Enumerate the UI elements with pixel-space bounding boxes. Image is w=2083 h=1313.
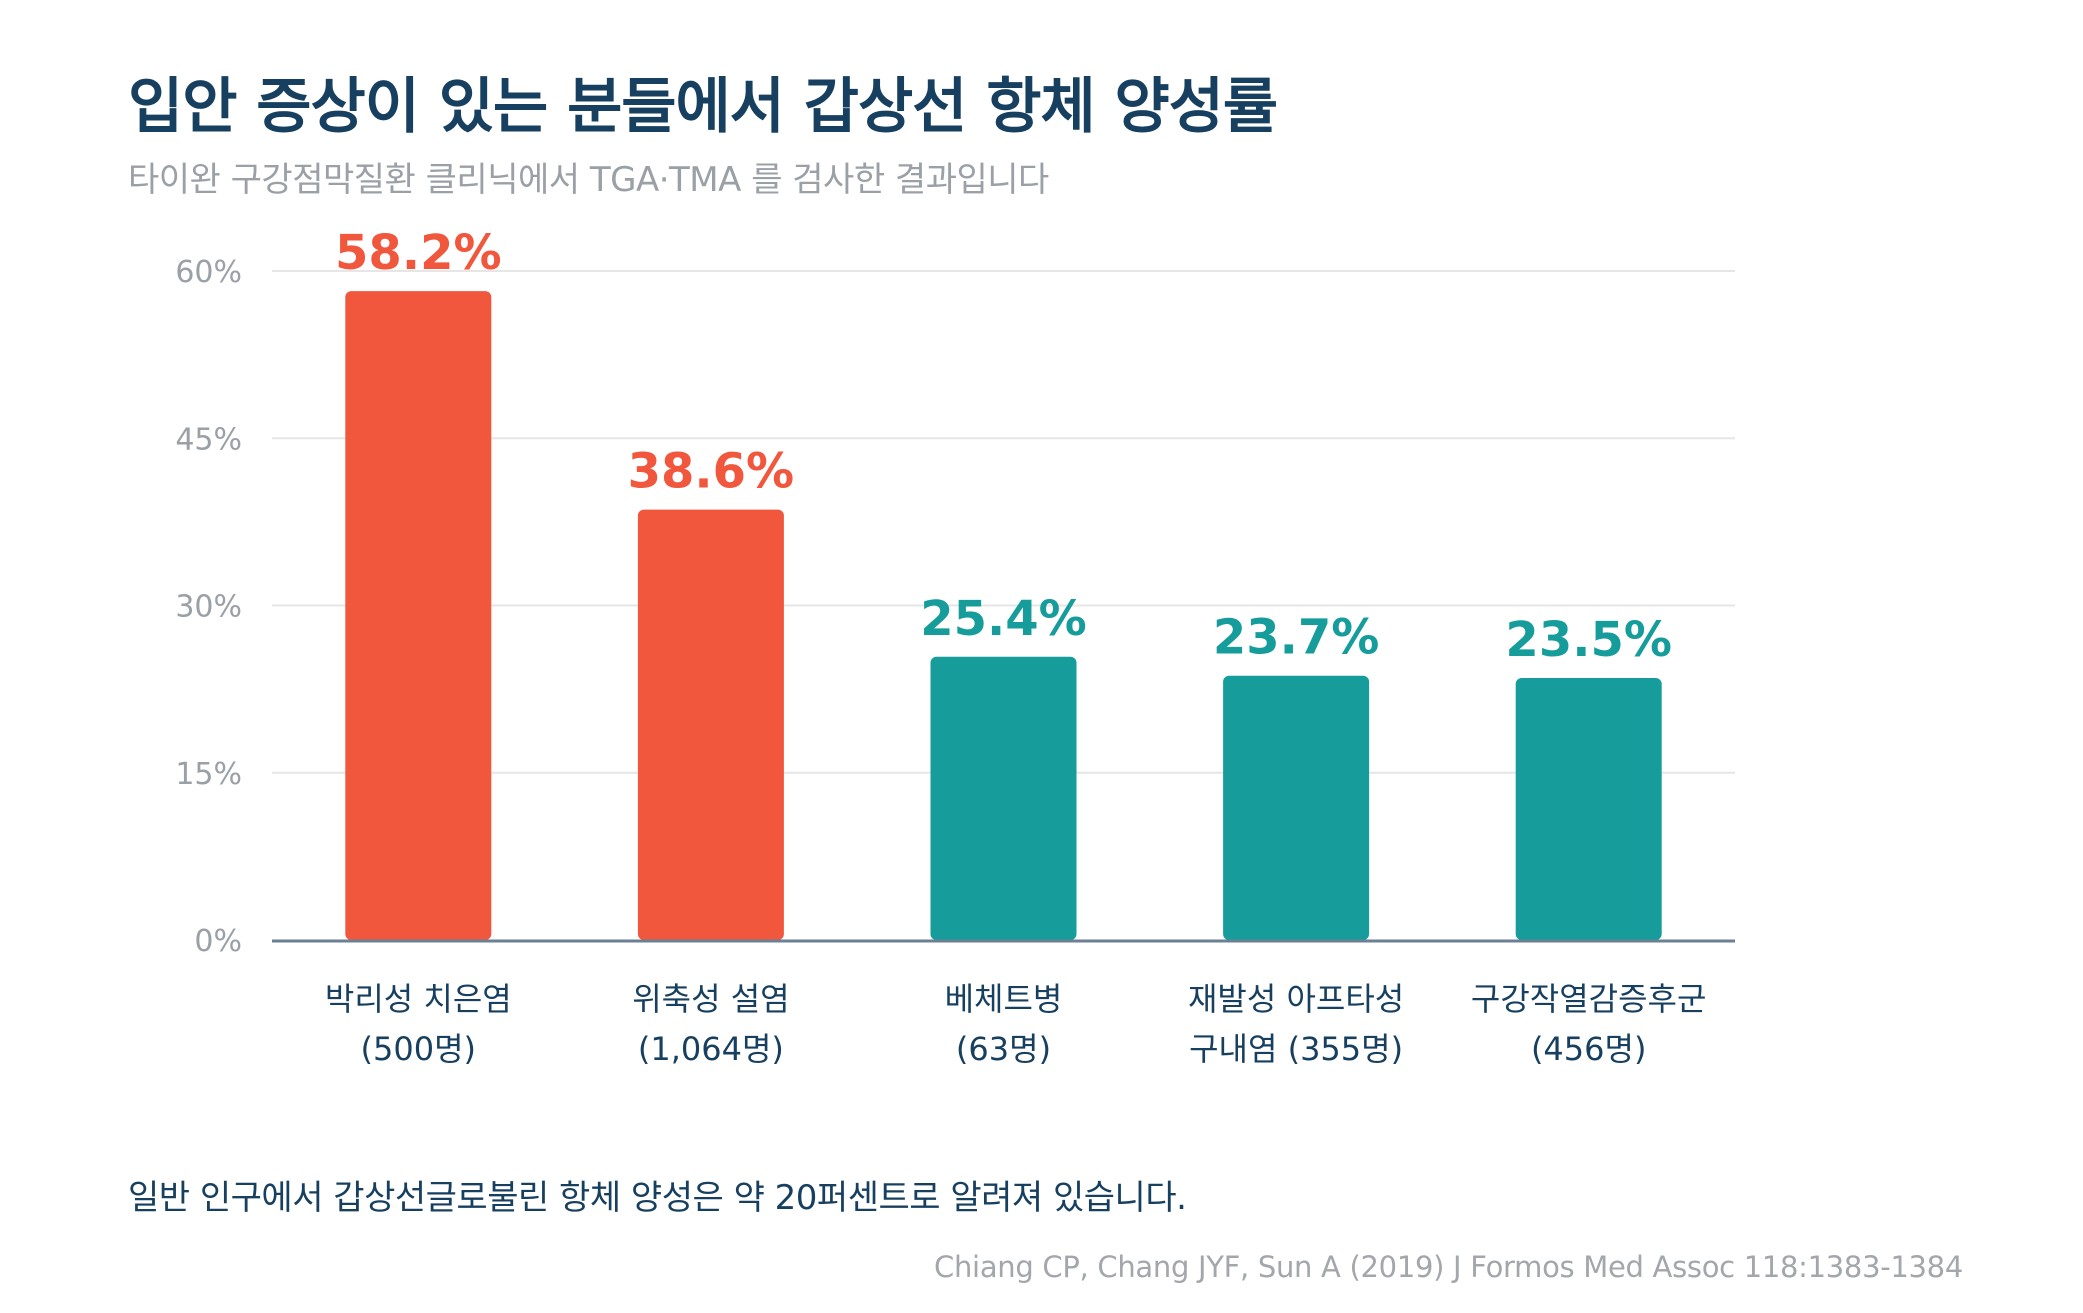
- y-tick-label: 30%: [175, 590, 242, 625]
- x-tick-label: (456명): [1531, 1030, 1647, 1068]
- y-tick-label: 60%: [175, 255, 242, 290]
- chart-subtitle: 타이완 구강점막질환 클리닉에서 TGA·TMA 를 검사한 결과입니다: [128, 160, 1049, 200]
- y-tick-label: 15%: [175, 757, 242, 792]
- x-tick-label: 박리성 치은염: [325, 980, 512, 1018]
- x-tick-label: (63명): [956, 1030, 1051, 1068]
- bar-value-label: 25.4%: [920, 591, 1087, 647]
- bar-value-labels: 58.2% 38.6% 25.4% 23.7% 23.5%: [335, 225, 1672, 668]
- x-tick-label: (500명): [361, 1030, 477, 1068]
- y-tick-label: 0%: [194, 924, 242, 959]
- x-tick-label: 베체트병: [945, 980, 1063, 1018]
- bar: [1223, 675, 1370, 940]
- bars: [345, 291, 1662, 940]
- x-tick-label: 위축성 설염: [632, 980, 789, 1018]
- x-tick-label: (1,064명): [638, 1030, 784, 1068]
- x-axis-labels: 박리성 치은염 (500명) 위축성 설염 (1,064명) 베체트병 (63명) 재발성 …: [325, 980, 1707, 1068]
- bar: [637, 509, 784, 940]
- chart-title: 입안 증상이 있는 분들에서 갑상선 항체 양성률: [128, 72, 1278, 142]
- x-tick-label: 구내염 (355명): [1189, 1030, 1403, 1068]
- bar-value-label: 58.2%: [335, 225, 502, 281]
- bar-value-label: 23.7%: [1213, 610, 1380, 666]
- y-axis-labels: 0% 15% 30% 45% 60%: [175, 255, 242, 959]
- bar: [1515, 677, 1662, 940]
- bar: [345, 291, 492, 940]
- source-citation: Chiang CP, Chang JYF, Sun A (2019) J For…: [934, 1250, 1963, 1284]
- bar: [930, 656, 1077, 940]
- x-tick-label: 재발성 아프타성: [1188, 980, 1404, 1018]
- bar-value-label: 38.6%: [628, 444, 795, 500]
- y-tick-label: 45%: [175, 422, 242, 457]
- x-tick-label: 구강작열감증후군: [1471, 980, 1707, 1018]
- footnote: 일반 인구에서 갑상선글로불린 항체 양성은 약 20퍼센트로 알려져 있습니다…: [128, 1178, 1187, 1218]
- bar-value-label: 23.5%: [1505, 612, 1672, 668]
